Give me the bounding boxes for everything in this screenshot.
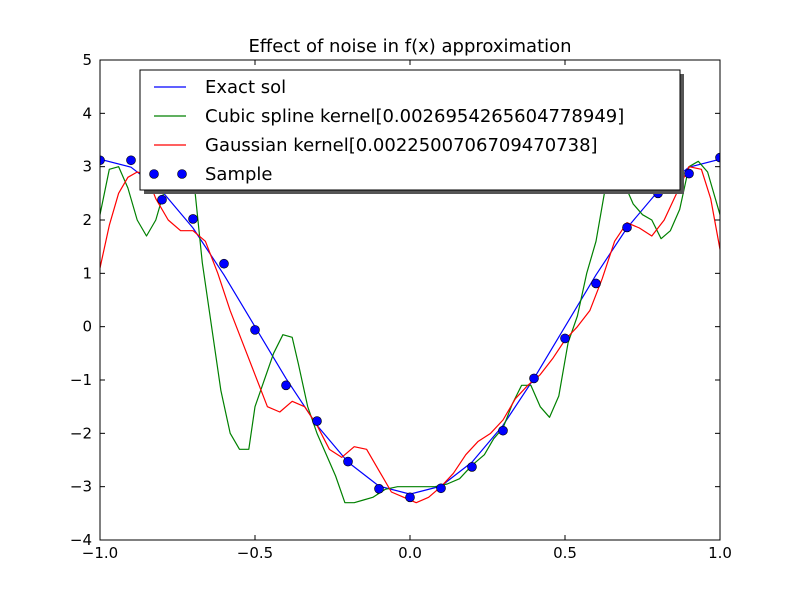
sample-point xyxy=(498,425,508,436)
x-tick-label: 0.5 xyxy=(553,544,577,562)
sample-point xyxy=(281,380,291,391)
legend-label-3: Sample xyxy=(205,164,273,185)
legend-label-1: Cubic spline kernel[0.002695426560477894… xyxy=(205,106,624,127)
sample-point xyxy=(560,333,570,344)
y-tick-label: 0 xyxy=(82,318,92,336)
legend-label-0: Exact sol xyxy=(205,77,286,98)
sample-point xyxy=(591,278,601,289)
y-tick-label: 2 xyxy=(82,211,92,229)
legend-marker xyxy=(149,169,159,179)
sample-point xyxy=(126,155,136,166)
sample-point xyxy=(157,194,167,205)
sample-point xyxy=(467,462,477,472)
sample-point xyxy=(100,155,105,166)
y-tick-label: 1 xyxy=(82,264,92,282)
legend-label-2: Gaussian kernel[0.0022500706709470738] xyxy=(205,135,598,156)
plot-data xyxy=(100,152,720,504)
sample-point xyxy=(219,258,229,269)
sample-point xyxy=(312,416,322,426)
y-tick-label: −2 xyxy=(70,424,92,442)
sample-point xyxy=(374,483,384,494)
sample-point xyxy=(529,373,539,384)
y-tick-label: −1 xyxy=(70,371,92,389)
sample-point xyxy=(684,168,694,179)
x-tick-label: −1.0 xyxy=(82,544,118,562)
y-tick-label: −3 xyxy=(70,478,92,496)
y-tick-label: 5 xyxy=(82,51,92,69)
sample-point xyxy=(188,214,198,224)
sample-point xyxy=(622,222,632,233)
sample-point xyxy=(715,152,720,163)
sample-point xyxy=(343,456,353,467)
legend-marker xyxy=(177,169,187,179)
legend-frame xyxy=(139,69,681,191)
x-tick-label: 0.0 xyxy=(398,544,422,562)
sample-point xyxy=(436,483,446,494)
sample-point xyxy=(250,325,260,335)
y-tick-label: −4 xyxy=(70,531,92,549)
chart-title: Effect of noise in f(x) approximation xyxy=(248,36,571,57)
x-tick-label: 1.0 xyxy=(708,544,732,562)
y-tick-label: 3 xyxy=(82,158,92,176)
axis-ticks: −1.0 −0.5 0.0 0.5 1.0 −4 −3 −2 −1 0 1 2 3 4 5 xyxy=(70,51,732,562)
series-line-2 xyxy=(100,166,720,504)
legend: Exact sol Cubic spline kernel[0.002695426… xyxy=(139,69,684,194)
y-tick-label: 4 xyxy=(82,104,92,122)
x-tick-label: −0.5 xyxy=(237,544,273,562)
sample-point xyxy=(405,492,415,503)
